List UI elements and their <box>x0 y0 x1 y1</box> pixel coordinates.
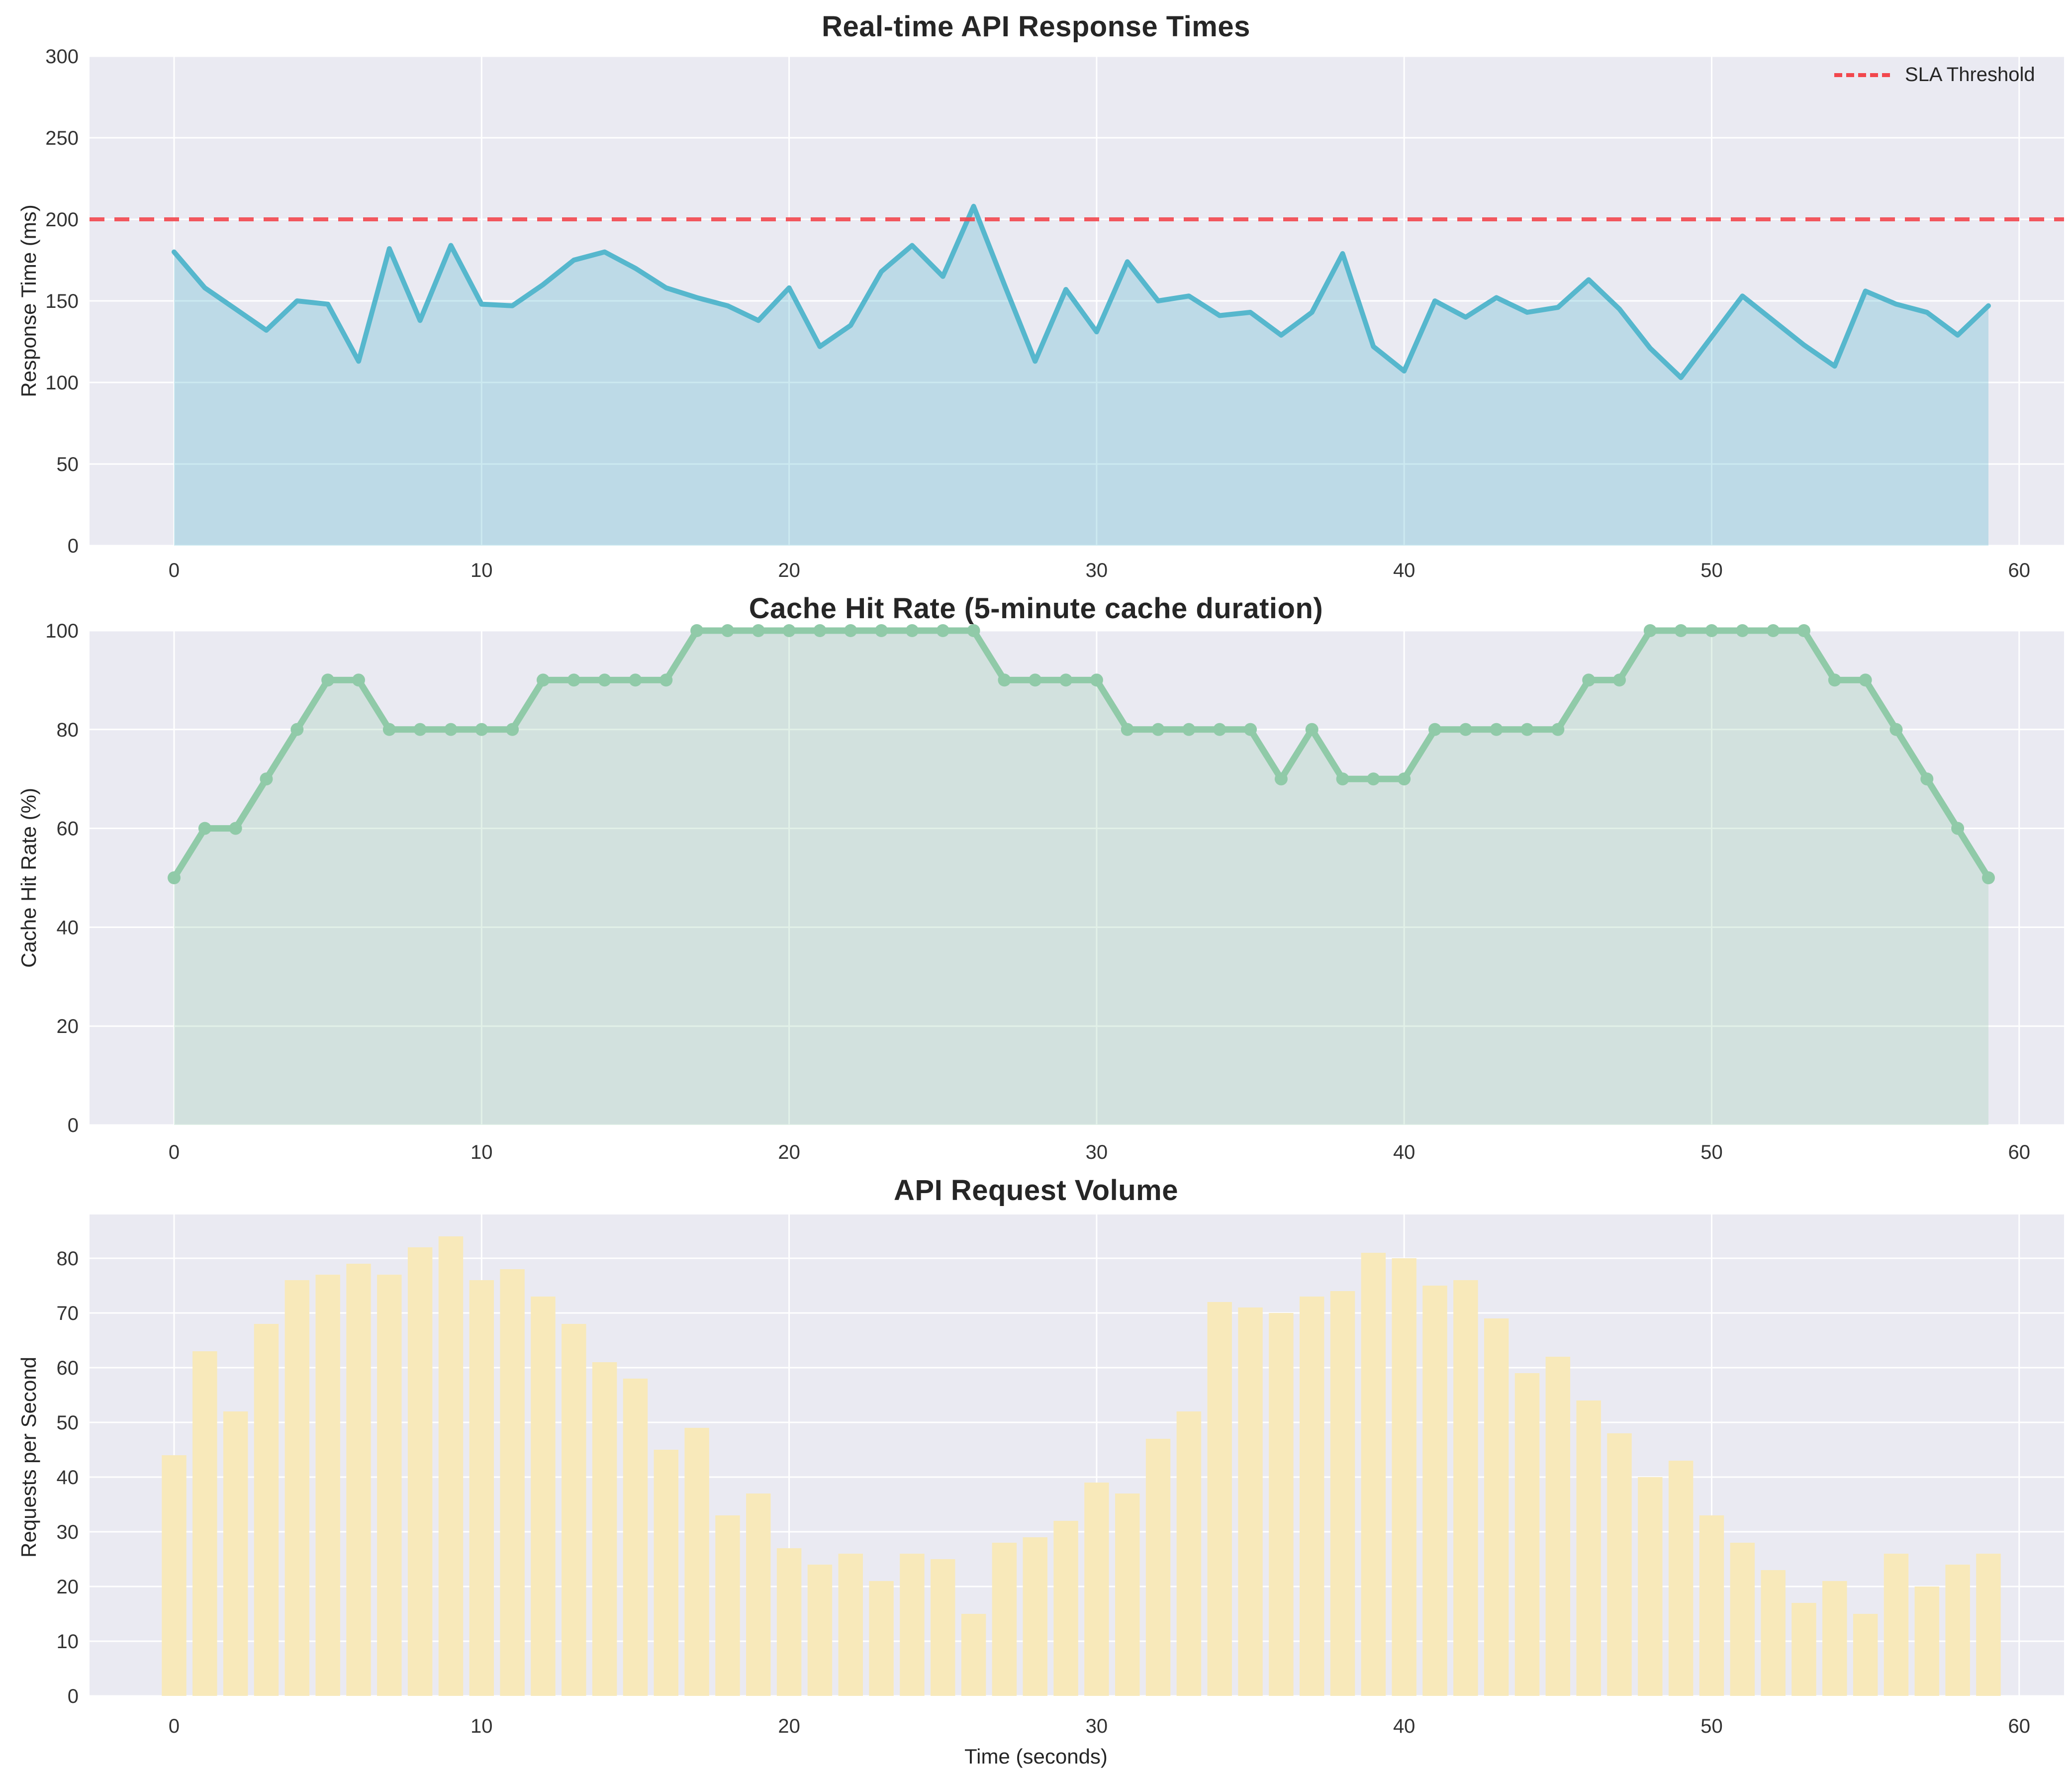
svg-text:60: 60 <box>2008 1715 2031 1737</box>
svg-text:100: 100 <box>45 620 79 642</box>
response-times-plot-line <box>172 203 1991 380</box>
cache-hit-rate-y-axis-label: Cache Hit Rate (%) <box>17 788 40 968</box>
cache-hit-rate-plot-area <box>174 631 1988 1125</box>
svg-text:60: 60 <box>57 818 79 840</box>
svg-text:40: 40 <box>1393 560 1415 581</box>
dashed-line-icon <box>1834 73 1890 77</box>
svg-text:40: 40 <box>57 917 79 938</box>
svg-text:100: 100 <box>45 372 79 394</box>
svg-text:20: 20 <box>57 1576 79 1598</box>
svg-text:50: 50 <box>1700 1715 1723 1737</box>
svg-text:50: 50 <box>57 454 79 475</box>
response-times-y-axis-label: Response Time (ms) <box>17 204 40 397</box>
svg-text:40: 40 <box>57 1467 79 1489</box>
cache-hit-rate-plot: 0 10 20 30 40 50 60 0 20 40 60 80 100 <box>45 620 2064 1163</box>
svg-text:10: 10 <box>471 1141 493 1163</box>
svg-text:30: 30 <box>1086 1715 1108 1737</box>
svg-text:20: 20 <box>778 1141 800 1163</box>
svg-text:0: 0 <box>169 1715 180 1737</box>
svg-text:0: 0 <box>169 1141 180 1163</box>
svg-text:0: 0 <box>68 535 79 557</box>
svg-text:20: 20 <box>57 1016 79 1037</box>
svg-text:10: 10 <box>471 560 493 581</box>
svg-text:10: 10 <box>57 1631 79 1653</box>
x-axis-label: Time (seconds) <box>964 1745 1108 1768</box>
svg-text:70: 70 <box>57 1303 79 1324</box>
response-times-plot-tick-labels: 0 10 20 30 40 50 60 0 50 100 150 200 250 300 <box>45 46 2030 581</box>
svg-text:50: 50 <box>1700 560 1723 581</box>
response-times-title: Real-time API Response Times <box>822 10 1250 43</box>
response-times-plot: 0 10 20 30 40 50 60 0 50 100 150 200 250 300 <box>45 46 2064 581</box>
svg-text:80: 80 <box>57 719 79 741</box>
svg-text:250: 250 <box>45 127 79 149</box>
request-volume-plot: 0 10 20 30 40 50 60 0 10 20 30 40 50 60 70 80 <box>57 1214 2064 1737</box>
request-volume-bars <box>162 1236 2001 1696</box>
svg-text:60: 60 <box>57 1357 79 1379</box>
svg-text:0: 0 <box>68 1115 79 1136</box>
svg-text:50: 50 <box>57 1412 79 1434</box>
svg-text:40: 40 <box>1393 1715 1415 1737</box>
svg-text:60: 60 <box>2008 1141 2031 1163</box>
svg-text:20: 20 <box>778 560 800 581</box>
svg-text:50: 50 <box>1700 1141 1723 1163</box>
svg-text:0: 0 <box>68 1685 79 1707</box>
svg-text:20: 20 <box>778 1715 800 1737</box>
svg-text:40: 40 <box>1393 1141 1415 1163</box>
cache-hit-rate-plot-markers <box>168 624 1995 884</box>
svg-text:30: 30 <box>1086 560 1108 581</box>
request-volume-y-axis-label: Requests per Second <box>17 1357 40 1558</box>
svg-text:200: 200 <box>45 209 79 231</box>
svg-text:150: 150 <box>45 290 79 312</box>
request-volume-plot-tick-labels: 0 10 20 30 40 50 60 0 10 20 30 40 50 60 70 80 <box>57 1248 2031 1737</box>
legend-label: SLA Threshold <box>1905 64 2035 86</box>
svg-text:60: 60 <box>2008 560 2031 581</box>
cache-hit-rate-plot-tick-labels: 0 10 20 30 40 50 60 0 20 40 60 80 100 <box>45 620 2030 1163</box>
sla-threshold-legend: SLA Threshold <box>1834 64 2035 86</box>
svg-text:0: 0 <box>169 560 180 581</box>
svg-text:80: 80 <box>57 1248 79 1270</box>
request-volume-title: API Request Volume <box>894 1174 1178 1207</box>
response-times-plot-area <box>174 206 1988 546</box>
svg-text:30: 30 <box>1086 1141 1108 1163</box>
cache-hit-rate-title: Cache Hit Rate (5-minute cache duration) <box>749 592 1323 625</box>
svg-text:300: 300 <box>45 46 79 68</box>
svg-text:30: 30 <box>57 1521 79 1543</box>
svg-text:10: 10 <box>471 1715 493 1737</box>
